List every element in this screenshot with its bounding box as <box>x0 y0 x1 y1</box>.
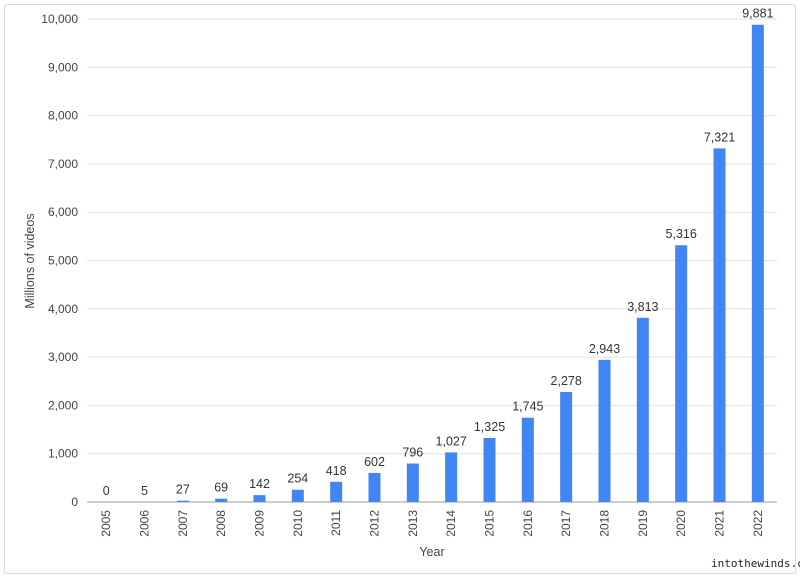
y-tick-label: 10,000 <box>41 12 78 26</box>
data-label-2007: 27 <box>176 483 190 497</box>
x-tick-label: 2020 <box>674 510 688 537</box>
bar-2011 <box>330 481 343 502</box>
watermark: intothewinds.com <box>711 557 800 570</box>
y-axis-title: Millions of videos <box>23 213 37 308</box>
data-label-2010: 254 <box>287 472 308 486</box>
data-label-2013: 796 <box>402 446 423 460</box>
bar-2019 <box>636 317 649 502</box>
x-axis-title: Year <box>419 545 444 559</box>
y-tick-label: 4,000 <box>48 302 78 316</box>
data-label-2018: 2,943 <box>589 342 620 356</box>
y-tick-label: 6,000 <box>48 205 78 219</box>
y-tick-label: 1,000 <box>48 447 78 461</box>
x-tick-label: 2007 <box>176 510 190 537</box>
x-tick-label: 2011 <box>329 510 343 536</box>
x-tick-label: 2010 <box>291 510 305 537</box>
x-tick-label: 2006 <box>138 510 152 537</box>
y-tick-label: 2,000 <box>48 398 78 412</box>
bar-2018 <box>598 359 611 502</box>
data-label-2016: 1,745 <box>512 400 543 414</box>
x-tick-label: 2022 <box>751 510 765 537</box>
bar-2010 <box>291 489 304 502</box>
bar-2020 <box>675 245 688 503</box>
y-tick-label: 8,000 <box>48 109 78 123</box>
y-tick-label: 9,000 <box>48 60 78 74</box>
bar-2012 <box>368 472 381 502</box>
data-label-2011: 418 <box>326 464 347 478</box>
bar-2017 <box>560 391 573 502</box>
chart-frame <box>4 4 796 574</box>
data-label-2017: 2,278 <box>551 374 582 388</box>
y-axis-tick-labels: 0 1,000 2,000 3,000 4,000 5,000 6,000 7,000 8,00… <box>41 12 78 509</box>
bar-2013 <box>406 463 419 502</box>
bar-2008 <box>215 498 228 502</box>
data-label-2019: 3,813 <box>627 300 658 314</box>
data-label-2009: 142 <box>249 477 270 491</box>
x-tick-label: 2017 <box>559 510 573 537</box>
bar-2022 <box>751 24 764 502</box>
bar-2021 <box>713 148 726 503</box>
x-tick-label: 2016 <box>521 510 535 537</box>
bar-2016 <box>521 417 534 502</box>
data-label-2014: 1,027 <box>436 434 467 448</box>
x-tick-label: 2009 <box>253 510 267 537</box>
bar-2015 <box>483 438 496 502</box>
data-label-2021: 7,321 <box>704 130 735 144</box>
y-tick-label: 5,000 <box>48 254 78 268</box>
y-tick-label: 7,000 <box>48 157 78 171</box>
x-tick-label: 2015 <box>483 510 497 537</box>
data-label-2015: 1,325 <box>474 420 505 434</box>
x-axis-tick-labels: 2005 2006 2007 2008 2009 2010 2011 2012 2013 2014… <box>99 510 765 537</box>
x-tick-label: 2018 <box>598 510 612 537</box>
y-tick-label: 3,000 <box>48 350 78 364</box>
gridlines <box>87 18 777 503</box>
x-tick-label: 2012 <box>368 510 382 537</box>
x-tick-label: 2014 <box>444 510 458 537</box>
data-labels: 0 5 27 69 142 254 418 602 796 1,027 1,325 1,745 2,27… <box>103 7 774 498</box>
x-tick-label: 2021 <box>713 510 727 537</box>
x-tick-label: 2019 <box>636 510 650 537</box>
bar-2007 <box>176 500 189 502</box>
data-label-2020: 5,316 <box>666 227 697 241</box>
x-tick-label: 2008 <box>214 510 228 537</box>
data-label-2008: 69 <box>214 481 228 495</box>
data-label-2006: 5 <box>141 484 148 498</box>
y-tick-label: 0 <box>71 495 78 509</box>
bar-2009 <box>253 495 266 502</box>
data-label-2005: 0 <box>103 484 110 498</box>
bar-2014 <box>445 452 458 502</box>
data-label-2022: 9,881 <box>742 7 773 21</box>
bars <box>138 24 764 503</box>
x-tick-label: 2005 <box>99 510 113 537</box>
x-tick-label: 2013 <box>406 510 420 537</box>
data-label-2012: 602 <box>364 455 385 469</box>
